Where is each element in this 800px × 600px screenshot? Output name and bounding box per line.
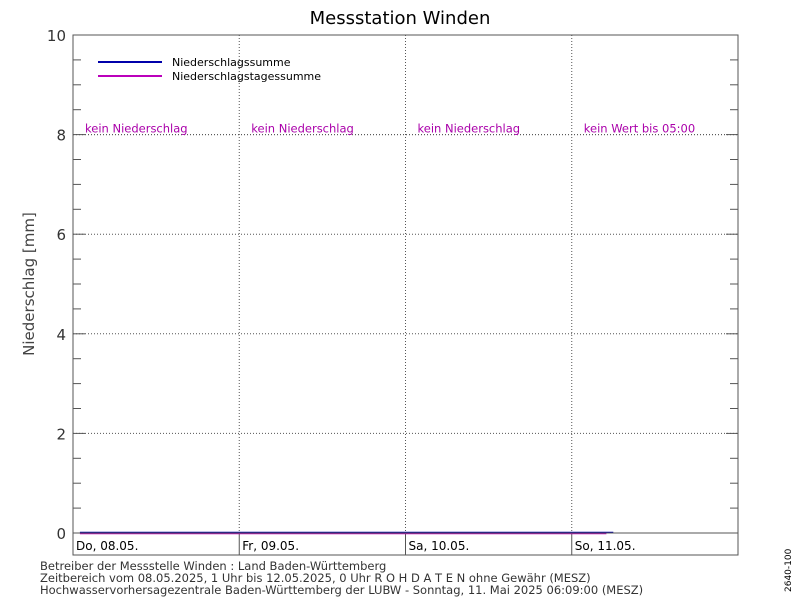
legend: Niederschlagssumme Niederschlagstagessum… (98, 56, 321, 83)
y-tick-label: 4 (56, 326, 66, 344)
y-tick-label: 2 (56, 425, 66, 443)
y-axis-label: Niederschlag [mm] (20, 212, 38, 356)
annotations: kein Niederschlag kein Niederschlag kein N… (85, 122, 695, 136)
plot-frame (72, 34, 739, 556)
side-code: 2640-100 (784, 548, 794, 592)
annotation-label: kein Niederschlag (418, 122, 521, 136)
x-tick-label: Fr, 09.05. (242, 539, 299, 553)
x-axis-ticks: Do, 08.05. Fr, 09.05. Sa, 10.05. So, 11.05. (76, 533, 636, 555)
y-tick-label: 6 (56, 226, 66, 244)
y-axis-ticks: 0 2 4 6 8 10 (47, 27, 738, 543)
chart-title: Messstation Winden (310, 8, 491, 29)
x-tick-label: Sa, 10.05. (409, 539, 470, 553)
footer-agency: Hochwasservorhersagezentrale Baden-Württ… (40, 583, 643, 597)
annotation-label: kein Niederschlag (85, 122, 188, 136)
footer-time-range: Zeitbereich vom 08.05.2025, 1 Uhr bis 12… (40, 571, 591, 585)
legend-label-daily: Niederschlagstagessumme (172, 70, 321, 83)
annotation-label: kein Niederschlag (251, 122, 354, 136)
y-tick-label: 0 (56, 525, 66, 543)
footer-operator: Betreiber der Messstelle Winden : Land B… (40, 559, 386, 573)
y-tick-label: 10 (47, 27, 66, 45)
y-tick-label: 8 (56, 127, 66, 145)
grid-lines (73, 35, 738, 533)
x-tick-label: Do, 08.05. (76, 539, 138, 553)
annotation-label: kein Wert bis 05:00 (584, 122, 695, 136)
x-tick-label: So, 11.05. (575, 539, 636, 553)
legend-label-sum: Niederschlagssumme (172, 56, 291, 69)
